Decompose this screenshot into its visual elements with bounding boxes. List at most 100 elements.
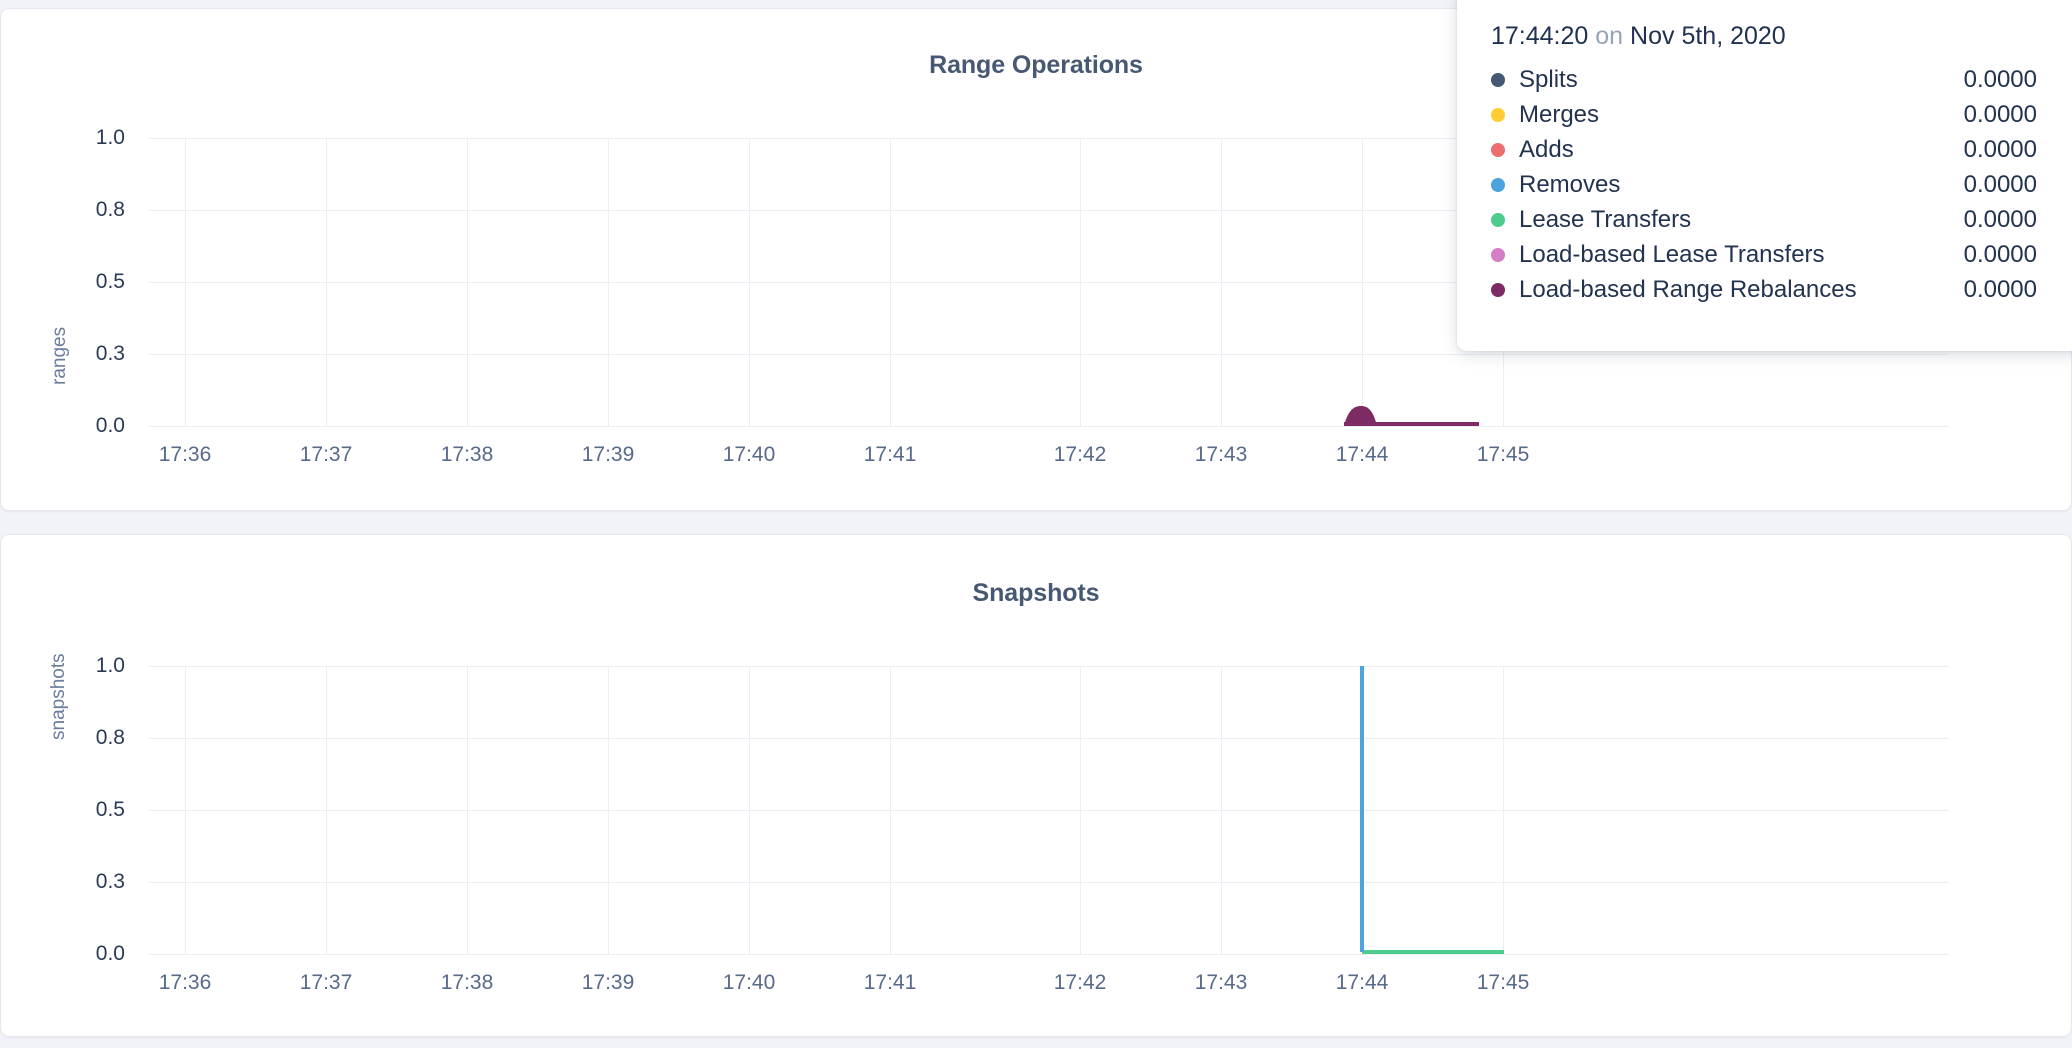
y-axis-caption-ranges: ranges bbox=[49, 326, 70, 385]
x-gridline bbox=[1080, 666, 1081, 954]
series-label: Adds bbox=[1519, 135, 1574, 163]
tooltip-row-merges: Merges 0.0000 bbox=[1491, 97, 2037, 132]
x-gridline bbox=[608, 138, 609, 426]
tooltip-row-adds: Adds 0.0000 bbox=[1491, 132, 2037, 167]
x-tick-label: 17:36 bbox=[158, 971, 212, 994]
plot-canvas-snapshots: 1.0 0.8 0.5 0.3 0.0 17:36 17:37 17:38 17… bbox=[96, 654, 1949, 994]
y-tick-label: 0.3 bbox=[95, 870, 125, 893]
x-tick-label: 17:45 bbox=[1476, 971, 1530, 994]
series-label: Load-based Lease Transfers bbox=[1519, 240, 1825, 268]
x-gridline bbox=[467, 138, 468, 426]
x-tick-label: 17:45 bbox=[1476, 443, 1530, 466]
tooltip-row-removes: Removes 0.0000 bbox=[1491, 167, 2037, 202]
x-tick-label: 17:44 bbox=[1335, 971, 1389, 994]
y-tick-label: 0.5 bbox=[95, 798, 125, 821]
y-tick-label: 0.8 bbox=[95, 726, 125, 749]
x-gridline bbox=[1221, 666, 1222, 954]
chart-title-snapshots: Snapshots bbox=[972, 579, 1100, 607]
y-tick-label: 0.5 bbox=[95, 270, 125, 293]
x-tick-label: 17:41 bbox=[863, 971, 917, 994]
y-tick-label: 0.0 bbox=[95, 414, 125, 437]
series-dot-icon bbox=[1491, 247, 1505, 262]
x-gridline bbox=[890, 666, 891, 954]
x-gridline bbox=[1503, 666, 1504, 954]
x-gridline bbox=[326, 666, 327, 954]
y-gridline bbox=[149, 666, 1949, 667]
chart-title-range-operations: Range Operations bbox=[929, 51, 1143, 79]
series-dot-icon bbox=[1491, 212, 1505, 227]
tooltip-date: Nov 5th, 2020 bbox=[1630, 22, 1786, 50]
x-gridline bbox=[1221, 138, 1222, 426]
series-snapshots-lines bbox=[1360, 666, 1504, 954]
y-gridline bbox=[149, 738, 1949, 739]
x-gridline bbox=[185, 666, 186, 954]
x-tick-label: 17:42 bbox=[1053, 443, 1107, 466]
x-tick-label: 17:43 bbox=[1194, 443, 1248, 466]
x-gridline bbox=[1080, 138, 1081, 426]
chart-card-snapshots: Snapshots 1.0 0.8 0.5 0.3 0.0 17:36 17:3… bbox=[0, 534, 2072, 1037]
x-gridline bbox=[1362, 138, 1363, 426]
x-gridline bbox=[608, 666, 609, 954]
series-value: 0.0000 bbox=[1963, 205, 2037, 233]
series-label: Load-based Range Rebalances bbox=[1519, 275, 1857, 303]
series-value: 0.0000 bbox=[1963, 100, 2037, 128]
x-tick-label: 17:39 bbox=[581, 971, 635, 994]
y-gridline bbox=[149, 954, 1949, 955]
y-gridline bbox=[149, 282, 1949, 283]
tooltip-timestamp: 17:44:20 on Nov 5th, 2020 bbox=[1491, 22, 2037, 51]
x-tick-label: 17:38 bbox=[440, 971, 494, 994]
y-tick-label: 1.0 bbox=[95, 654, 125, 677]
tooltip-conjunction: on bbox=[1595, 22, 1624, 50]
x-tick-label: 17:43 bbox=[1194, 971, 1248, 994]
series-dot-icon bbox=[1491, 72, 1505, 87]
x-gridline bbox=[185, 138, 186, 426]
x-tick-label: 17:37 bbox=[299, 971, 353, 994]
y-tick-label: 0.3 bbox=[95, 342, 125, 365]
series-value: 0.0000 bbox=[1963, 170, 2037, 198]
series-label: Splits bbox=[1519, 65, 1578, 93]
tooltip-row-splits: Splits 0.0000 bbox=[1491, 62, 2037, 97]
series-value: 0.0000 bbox=[1963, 65, 2037, 93]
series-dot-icon bbox=[1491, 107, 1505, 122]
x-tick-label: 17:44 bbox=[1335, 443, 1389, 466]
x-tick-label: 17:42 bbox=[1053, 971, 1107, 994]
x-gridline bbox=[467, 666, 468, 954]
y-gridline bbox=[149, 210, 1949, 211]
series-label: Lease Transfers bbox=[1519, 205, 1692, 233]
series-label: Removes bbox=[1519, 170, 1621, 198]
x-tick-label: 17:40 bbox=[722, 443, 776, 466]
x-gridline bbox=[749, 138, 750, 426]
y-gridline bbox=[149, 882, 1949, 883]
x-gridline bbox=[890, 138, 891, 426]
x-gridline bbox=[749, 666, 750, 954]
plot-area-snapshots: 1.0 0.8 0.5 0.3 0.0 17:36 17:37 17:38 17… bbox=[1, 608, 2071, 1028]
y-gridline bbox=[149, 426, 1949, 427]
y-axis-caption-snapshots: snapshots bbox=[48, 653, 69, 740]
tooltip-row-lease-transfers: Lease Transfers 0.0000 bbox=[1491, 202, 2037, 237]
tooltip-rows: Splits 0.0000 Merges 0.0000 Adds 0.0000 … bbox=[1491, 62, 2037, 307]
series-value: 0.0000 bbox=[1963, 240, 2037, 268]
plot-area-range-operations: ranges 1.0 0.8 0.5 0.3 0.0 17:36 17:37 bbox=[1, 80, 2071, 500]
x-tick-label: 17:37 bbox=[299, 443, 353, 466]
series-value: 0.0000 bbox=[1963, 135, 2037, 163]
tooltip-row-load-based-lease-transfers: Load-based Lease Transfers 0.0000 bbox=[1491, 237, 2037, 272]
chart-tooltip: 17:44:20 on Nov 5th, 2020 Splits 0.0000 … bbox=[1457, 0, 2072, 351]
y-gridline bbox=[149, 138, 1949, 139]
x-tick-label: 17:39 bbox=[581, 443, 635, 466]
series-dot-icon bbox=[1491, 177, 1505, 192]
y-gridline bbox=[149, 810, 1949, 811]
y-gridline bbox=[149, 354, 1949, 355]
series-load-based-range-rebalances bbox=[1344, 406, 1479, 426]
x-gridline bbox=[326, 138, 327, 426]
x-tick-label: 17:41 bbox=[863, 443, 917, 466]
series-value: 0.0000 bbox=[1963, 275, 2037, 303]
series-dot-icon bbox=[1491, 282, 1505, 297]
y-tick-label: 1.0 bbox=[95, 126, 125, 149]
x-tick-label: 17:38 bbox=[440, 443, 494, 466]
x-tick-label: 17:36 bbox=[158, 443, 212, 466]
y-tick-label: 0.8 bbox=[95, 198, 125, 221]
y-tick-label: 0.0 bbox=[95, 942, 125, 965]
series-label: Merges bbox=[1519, 100, 1600, 128]
tooltip-row-load-based-range-rebalances: Load-based Range Rebalances 0.0000 bbox=[1491, 272, 2037, 307]
